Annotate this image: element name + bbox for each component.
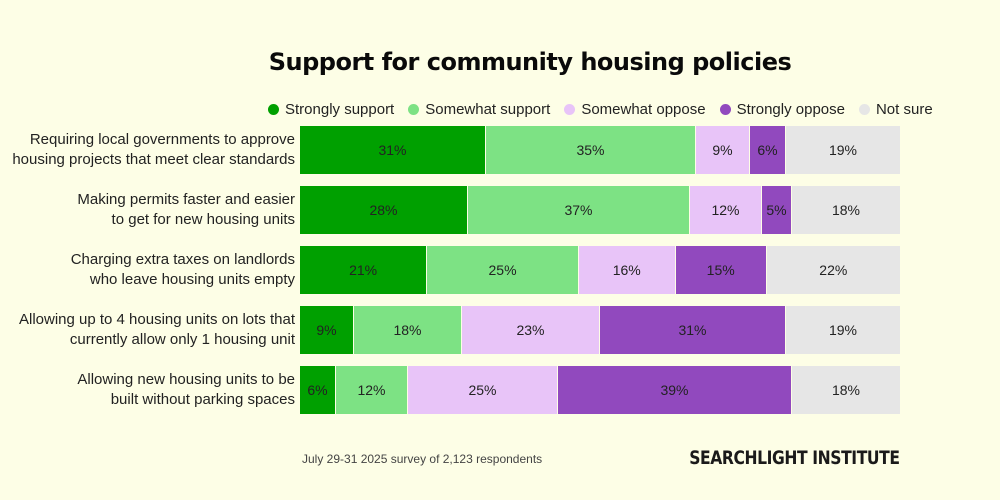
data-label: 28% <box>369 202 398 218</box>
category-label: Charging extra taxes on landlords who lea… <box>0 250 295 290</box>
stacked-bar: 6% 12% 25% 39% 18% <box>300 366 900 414</box>
data-label: 9% <box>316 322 337 338</box>
bar-segment-strongly-support: 9% <box>300 306 354 354</box>
legend-swatch-icon <box>719 104 731 115</box>
category-label-line: Allowing new housing units to be <box>77 371 295 388</box>
legend-swatch-icon <box>858 104 870 115</box>
bar-segment-not-sure: 22% <box>766 246 900 294</box>
bar-segment-not-sure: 18% <box>792 366 900 414</box>
legend-label: Strongly support <box>285 101 395 118</box>
bar-segment-somewhat-support: 37% <box>468 186 690 234</box>
legend-swatch-icon <box>564 104 576 115</box>
data-label: 25% <box>468 382 497 398</box>
legend-item: Strongly oppose <box>719 101 845 118</box>
data-label: 35% <box>576 142 605 158</box>
bar-segment-strongly-oppose: 39% <box>558 366 792 414</box>
category-label-line: Allowing up to 4 housing units on lots t… <box>18 311 295 328</box>
data-label: 12% <box>357 382 386 398</box>
bar-segment-somewhat-oppose: 9% <box>696 126 750 174</box>
bar-segment-strongly-oppose: 31% <box>600 306 786 354</box>
category-label: Allowing up to 4 housing units on lots t… <box>0 310 295 350</box>
bar-segment-strongly-oppose: 15% <box>675 246 767 294</box>
data-label: 12% <box>711 202 740 218</box>
brand-logo: SEARCHLIGHT INSTITUTE <box>689 447 901 469</box>
legend-swatch-icon <box>408 104 420 115</box>
stacked-bar: 31% 35% 9% 6% 19% <box>300 126 900 174</box>
bar-segment-strongly-oppose: 6% <box>750 126 786 174</box>
bar-segment-not-sure: 19% <box>786 126 900 174</box>
bar-segment-strongly-support: 21% <box>300 246 428 294</box>
data-label: 18% <box>393 322 422 338</box>
category-label-line: currently allow only 1 housing unit <box>69 331 295 348</box>
category-label-line: Requiring local governments to approve <box>29 131 295 148</box>
data-label: 19% <box>828 322 858 338</box>
data-label: 18% <box>831 382 861 398</box>
data-label: 23% <box>516 322 545 338</box>
data-label: 31% <box>678 322 707 338</box>
bar-segment-somewhat-support: 18% <box>354 306 462 354</box>
data-label: 18% <box>831 202 861 218</box>
data-label: 16% <box>612 262 641 278</box>
stacked-bar: 21% 25% 16% 15% 22% <box>300 246 900 294</box>
data-label: 19% <box>828 142 858 158</box>
bar-segment-somewhat-oppose: 12% <box>690 186 762 234</box>
legend-label: Not sure <box>875 101 933 118</box>
category-label-line: Charging extra taxes on landlords <box>70 251 295 268</box>
category-label-line: to get for new housing units <box>111 211 295 228</box>
bar-segment-strongly-oppose: 5% <box>762 186 792 234</box>
data-label: 25% <box>488 262 517 278</box>
stacked-bar: 28% 37% 12% 5% 18% <box>300 186 900 234</box>
data-label: 22% <box>819 262 848 278</box>
category-label-line: housing projects that meet clear standar… <box>12 151 295 168</box>
category-label: Requiring local governments to approve ho… <box>0 130 295 170</box>
data-label: 15% <box>706 262 735 278</box>
legend-label: Strongly oppose <box>736 101 845 118</box>
legend: Strongly support Somewhat support Somewhat… <box>268 101 933 118</box>
data-label: 6% <box>757 142 778 158</box>
bar-segment-somewhat-oppose: 23% <box>462 306 600 354</box>
bar-segment-somewhat-oppose: 25% <box>408 366 558 414</box>
bar-segment-somewhat-support: 25% <box>427 246 579 294</box>
bar-segment-somewhat-oppose: 16% <box>578 246 676 294</box>
legend-item: Not sure <box>858 101 933 118</box>
bar-segment-not-sure: 19% <box>786 306 900 354</box>
legend-item: Strongly support <box>268 101 394 118</box>
data-label: 6% <box>307 382 328 398</box>
data-label: 37% <box>564 202 593 218</box>
survey-note: July 29-31 2025 survey of 2,123 responde… <box>302 452 543 466</box>
chart-title: Support for community housing policies <box>268 48 792 76</box>
bar-segment-strongly-support: 6% <box>300 366 336 414</box>
category-label-line: Making permits faster and easier <box>77 191 295 208</box>
data-label: 31% <box>378 142 407 158</box>
legend-item: Somewhat support <box>408 101 550 118</box>
data-label: 5% <box>766 202 787 218</box>
bar-segment-not-sure: 18% <box>792 186 900 234</box>
legend-label: Somewhat support <box>425 101 551 118</box>
data-label: 39% <box>660 382 689 398</box>
category-label: Making permits faster and easier to get f… <box>0 190 295 230</box>
bar-segment-somewhat-support: 12% <box>336 366 408 414</box>
stacked-bar: 9% 18% 23% 31% 19% <box>300 306 900 354</box>
legend-label: Somewhat oppose <box>581 101 706 118</box>
category-label-line: built without parking spaces <box>110 391 295 408</box>
data-label: 21% <box>349 262 378 278</box>
legend-item: Somewhat oppose <box>564 101 706 118</box>
data-label: 9% <box>712 142 733 158</box>
bar-segment-strongly-support: 31% <box>300 126 486 174</box>
category-label-line: who leave housing units empty <box>89 271 295 288</box>
bar-segment-somewhat-support: 35% <box>486 126 696 174</box>
bar-segment-strongly-support: 28% <box>300 186 468 234</box>
category-label: Allowing new housing units to be built wi… <box>0 370 295 410</box>
legend-swatch-icon <box>268 104 279 115</box>
